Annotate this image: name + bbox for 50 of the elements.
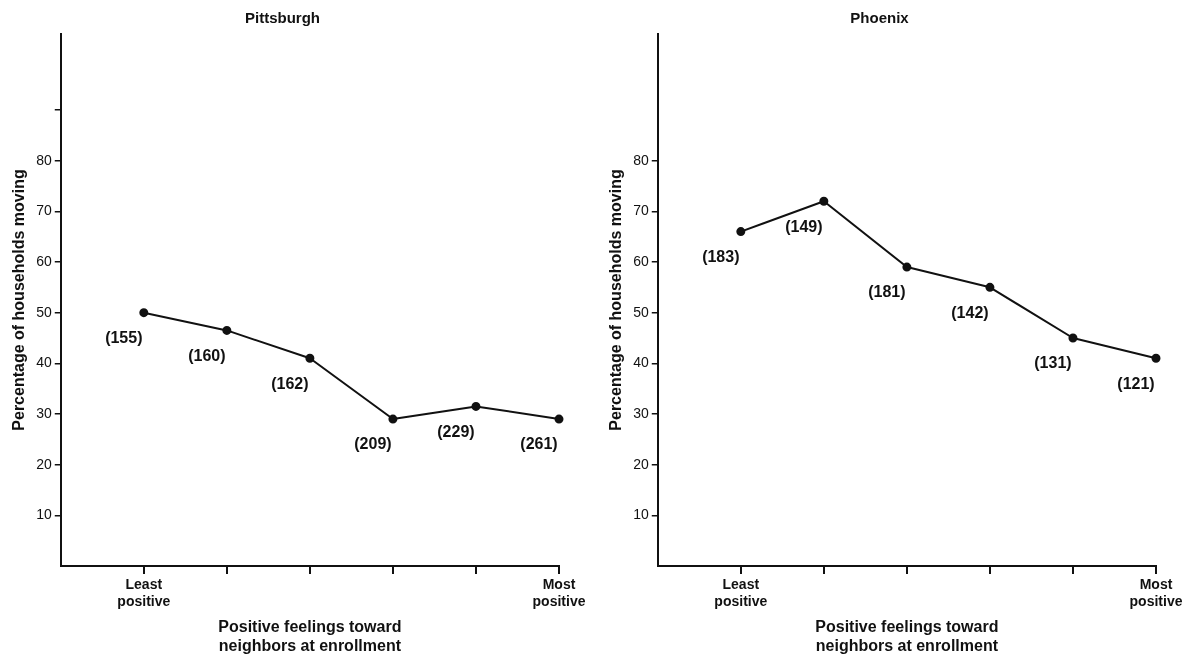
y-tick-label: 30	[36, 404, 52, 421]
point	[1151, 353, 1161, 363]
y-tick-label: 70	[36, 202, 52, 219]
x-axis-title: Positive feelings toward neighbors at enrollment	[218, 617, 402, 654]
point	[471, 401, 481, 411]
annotation: (229)	[437, 422, 475, 440]
y-tick-label: 80	[36, 151, 52, 168]
x-tick-label: Least positive	[117, 576, 171, 610]
annotation: (209)	[354, 435, 392, 453]
point	[305, 353, 315, 363]
x-tick-label: Most positive	[532, 576, 586, 610]
chart-title: Phoenix	[850, 9, 910, 27]
annotation: (149)	[785, 217, 823, 235]
y-tick-label: 10	[36, 506, 52, 523]
y-tick-label: 50	[633, 303, 649, 320]
annotation: (181)	[868, 283, 906, 301]
annotation: (155)	[105, 329, 143, 347]
point	[902, 262, 912, 272]
chart-title: Pittsburgh	[245, 9, 320, 27]
x-tick-label: Least positive	[714, 576, 768, 610]
annotation: (121)	[1117, 374, 1155, 392]
x-axis-title: Positive feelings toward neighbors at enrollment	[815, 617, 999, 654]
y-tick-label: 20	[633, 455, 649, 472]
y-tick-label: 60	[36, 252, 52, 269]
point	[388, 414, 398, 424]
point	[985, 282, 995, 292]
y-tick-label: 10	[633, 506, 649, 523]
y-tick-label: 50	[36, 303, 52, 320]
annotation: (162)	[271, 374, 309, 392]
y-tick-label: 30	[633, 404, 649, 421]
point	[554, 414, 564, 424]
point	[139, 308, 149, 318]
y-tick-label: 70	[633, 202, 649, 219]
y-tick-label: 40	[36, 354, 52, 371]
y-tick-label: 80	[633, 151, 649, 168]
point	[736, 227, 746, 237]
y-axis-title: Percentage of households moving	[10, 169, 28, 431]
point	[222, 325, 232, 335]
y-axis-title: Percentage of households moving	[607, 169, 625, 431]
annotation: (183)	[702, 248, 740, 266]
annotation: (131)	[1034, 354, 1072, 372]
point	[1068, 333, 1078, 343]
y-tick-label: 20	[36, 455, 52, 472]
annotation: (261)	[520, 435, 558, 453]
annotation: (142)	[951, 303, 989, 321]
y-tick-label: 40	[633, 354, 649, 371]
x-tick-label: Most positive	[1129, 576, 1183, 610]
annotation: (160)	[188, 346, 226, 364]
y-tick-label: 60	[633, 252, 649, 269]
point	[819, 196, 829, 206]
